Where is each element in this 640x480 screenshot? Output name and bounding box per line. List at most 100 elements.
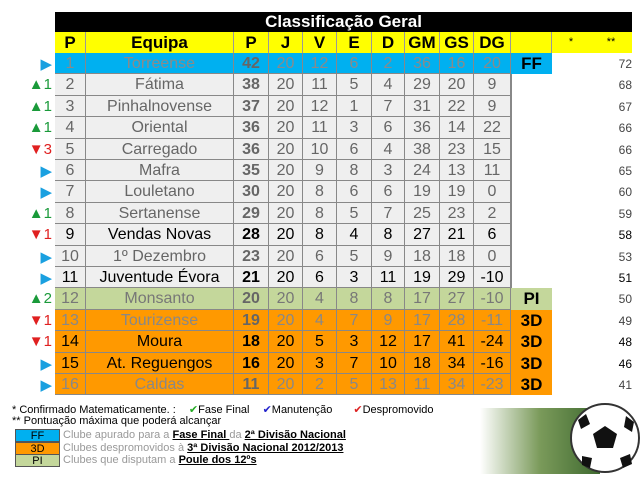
cell-lost: 4 (372, 74, 405, 96)
position-change-same-icon: ▶ (40, 184, 52, 202)
cell-won: 6 (303, 245, 337, 267)
cell-drawn: 6 (337, 181, 372, 203)
cell-points: 30 (234, 181, 269, 203)
cell-played: 20 (269, 267, 303, 289)
cell-pos: 6 (55, 160, 86, 182)
cell-drawn: 3 (337, 117, 372, 139)
header-drawn: E (337, 32, 372, 53)
cell-won: 8 (303, 224, 337, 246)
cell-max-points: 60 (618, 185, 632, 200)
header-pos: P (55, 32, 86, 53)
cell-drawn: 5 (337, 374, 372, 396)
cell-goals-against: 21 (440, 224, 474, 246)
cell-goal-diff: -23 (474, 374, 511, 396)
cell-drawn: 5 (337, 74, 372, 96)
cell-points: 29 (234, 202, 269, 225)
legend-link[interactable]: 2ª Divisão Nacional (244, 429, 346, 441)
legend-fase-final: Fase Final (198, 404, 250, 416)
table-row: 13 Tourizense 19 20 4 7 9 17 28 -11 3D 49 (55, 309, 632, 332)
cell-status (511, 181, 552, 203)
cell-goals-for: 18 (405, 245, 440, 267)
cell-goals-for: 17 (405, 309, 440, 332)
cell-played: 20 (269, 224, 303, 246)
cell-won: 10 (303, 138, 337, 160)
cell-won: 8 (303, 181, 337, 203)
cell-lost: 6 (372, 181, 405, 203)
cell-goals-against: 18 (440, 245, 474, 267)
cell-goals-against: 13 (440, 160, 474, 182)
cell-pos: 3 (55, 95, 86, 118)
cell-goals-for: 36 (405, 53, 440, 75)
cell-goals-against: 28 (440, 309, 474, 332)
legend-max-points: ** Pontuação máxima que poderá alcançar (12, 415, 222, 427)
cell-won: 12 (303, 53, 337, 75)
cell-drawn: 7 (337, 309, 372, 332)
cell-goal-diff: 22 (474, 117, 511, 139)
legend-text: Clube apurado para a Fase Final da 2ª Di… (63, 429, 346, 441)
cell-lost: 9 (372, 309, 405, 332)
check-blue-icon: ✔ (262, 404, 272, 416)
position-change-same-icon: ▶ (40, 377, 52, 394)
position-change-same-icon: ▶ (40, 56, 52, 73)
cell-team: Vendas Novas (86, 224, 234, 246)
cell-lost: 8 (372, 288, 405, 310)
cell-status: 3D (511, 374, 552, 396)
cell-played: 20 (269, 74, 303, 96)
cell-drawn: 5 (337, 202, 372, 225)
cell-lost: 4 (372, 138, 405, 160)
cell-pos: 1 (55, 53, 86, 75)
cell-drawn: 1 (337, 95, 372, 118)
cell-goal-diff: 0 (474, 181, 511, 203)
cell-status (511, 95, 552, 118)
table-header: P Equipa P J V E D GM GS DG * ** (55, 32, 632, 53)
header-status (511, 32, 552, 53)
cell-drawn: 8 (337, 288, 372, 310)
legend-text: Clubes despromovidos à 3ª Divisão Nacion… (63, 441, 344, 454)
cell-status: 3D (511, 309, 552, 332)
cell-status (511, 202, 552, 225)
check-green-icon: ✔ (188, 404, 199, 416)
legend-link[interactable]: Poule dos 12ºs (178, 454, 257, 466)
cell-points: 21 (234, 267, 269, 289)
cell-won: 5 (303, 331, 337, 353)
cell-max-points: 51 (618, 271, 632, 285)
legend-link[interactable]: Fase Final (172, 429, 230, 441)
cell-points: 16 (234, 352, 269, 374)
cell-pos: 9 (55, 224, 86, 246)
header-max-points: ** (606, 36, 616, 48)
position-change-same-icon: ▶ (40, 270, 52, 287)
cell-played: 20 (269, 374, 303, 396)
cell-points: 35 (234, 160, 269, 182)
cell-status: 3D (511, 331, 552, 353)
cell-pos: 15 (55, 352, 86, 374)
cell-lost: 7 (372, 95, 405, 118)
cell-drawn: 6 (337, 138, 372, 160)
cell-pos: 14 (55, 331, 86, 353)
cell-max-points: 41 (618, 378, 632, 392)
cell-lost: 13 (372, 374, 405, 396)
header-goal-diff: DG (474, 32, 511, 53)
cell-won: 9 (303, 160, 337, 182)
cell-pos: 7 (55, 181, 86, 203)
cell-lost: 10 (372, 352, 405, 374)
table-row: 2 Fátima 38 20 11 5 4 29 20 9 68 (55, 74, 632, 96)
cell-won: 4 (303, 288, 337, 310)
cell-points: 42 (234, 53, 269, 75)
cell-goals-for: 19 (405, 181, 440, 203)
cell-status (511, 117, 552, 139)
cell-played: 20 (269, 202, 303, 225)
position-change-same-icon: ▶ (40, 248, 52, 266)
cell-goals-against: 20 (440, 74, 474, 96)
legend-confirmed: * Confirmado Matematicamente. : (12, 404, 176, 416)
cell-goals-for: 17 (405, 288, 440, 310)
legend-text: Clubes que disputam a Poule dos 12ºs (63, 454, 257, 466)
cell-team: Monsanto (86, 288, 234, 310)
cell-lost: 6 (372, 117, 405, 139)
cell-status (511, 138, 552, 160)
cell-goals-for: 17 (405, 331, 440, 353)
cell-team: Juventude Évora (86, 267, 234, 289)
cell-team: 1º Dezembro (86, 245, 234, 267)
cell-goal-diff: 15 (474, 138, 511, 160)
table-row: 10 1º Dezembro 23 20 6 5 9 18 18 0 53 (55, 245, 632, 267)
legend-link[interactable]: 3ª Divisão Nacional 2012/2013 (187, 441, 344, 454)
